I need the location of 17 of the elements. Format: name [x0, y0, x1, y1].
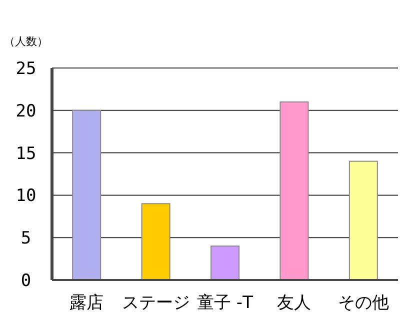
y-tick-label: 5 [20, 228, 32, 249]
bar [210, 246, 240, 280]
y-tick-label: 25 [16, 59, 36, 79]
y-tick-label: 0 [20, 271, 32, 291]
y-tick-label: 15 [16, 144, 36, 164]
bar [348, 160, 378, 280]
x-tick-label: 童子 -T [197, 293, 254, 313]
x-tick-label: 露店 [70, 293, 104, 313]
y-tick-label: 10 [16, 186, 36, 206]
x-tick-label: その他 [338, 293, 389, 313]
y-tick-label: 20 [16, 101, 36, 122]
x-tick-label: ステージ [122, 293, 190, 313]
bar [141, 203, 170, 280]
bar [280, 101, 309, 280]
y-axis-title: （人数） [4, 35, 48, 48]
x-tick-label: 友人 [277, 293, 312, 313]
bar [72, 110, 102, 280]
